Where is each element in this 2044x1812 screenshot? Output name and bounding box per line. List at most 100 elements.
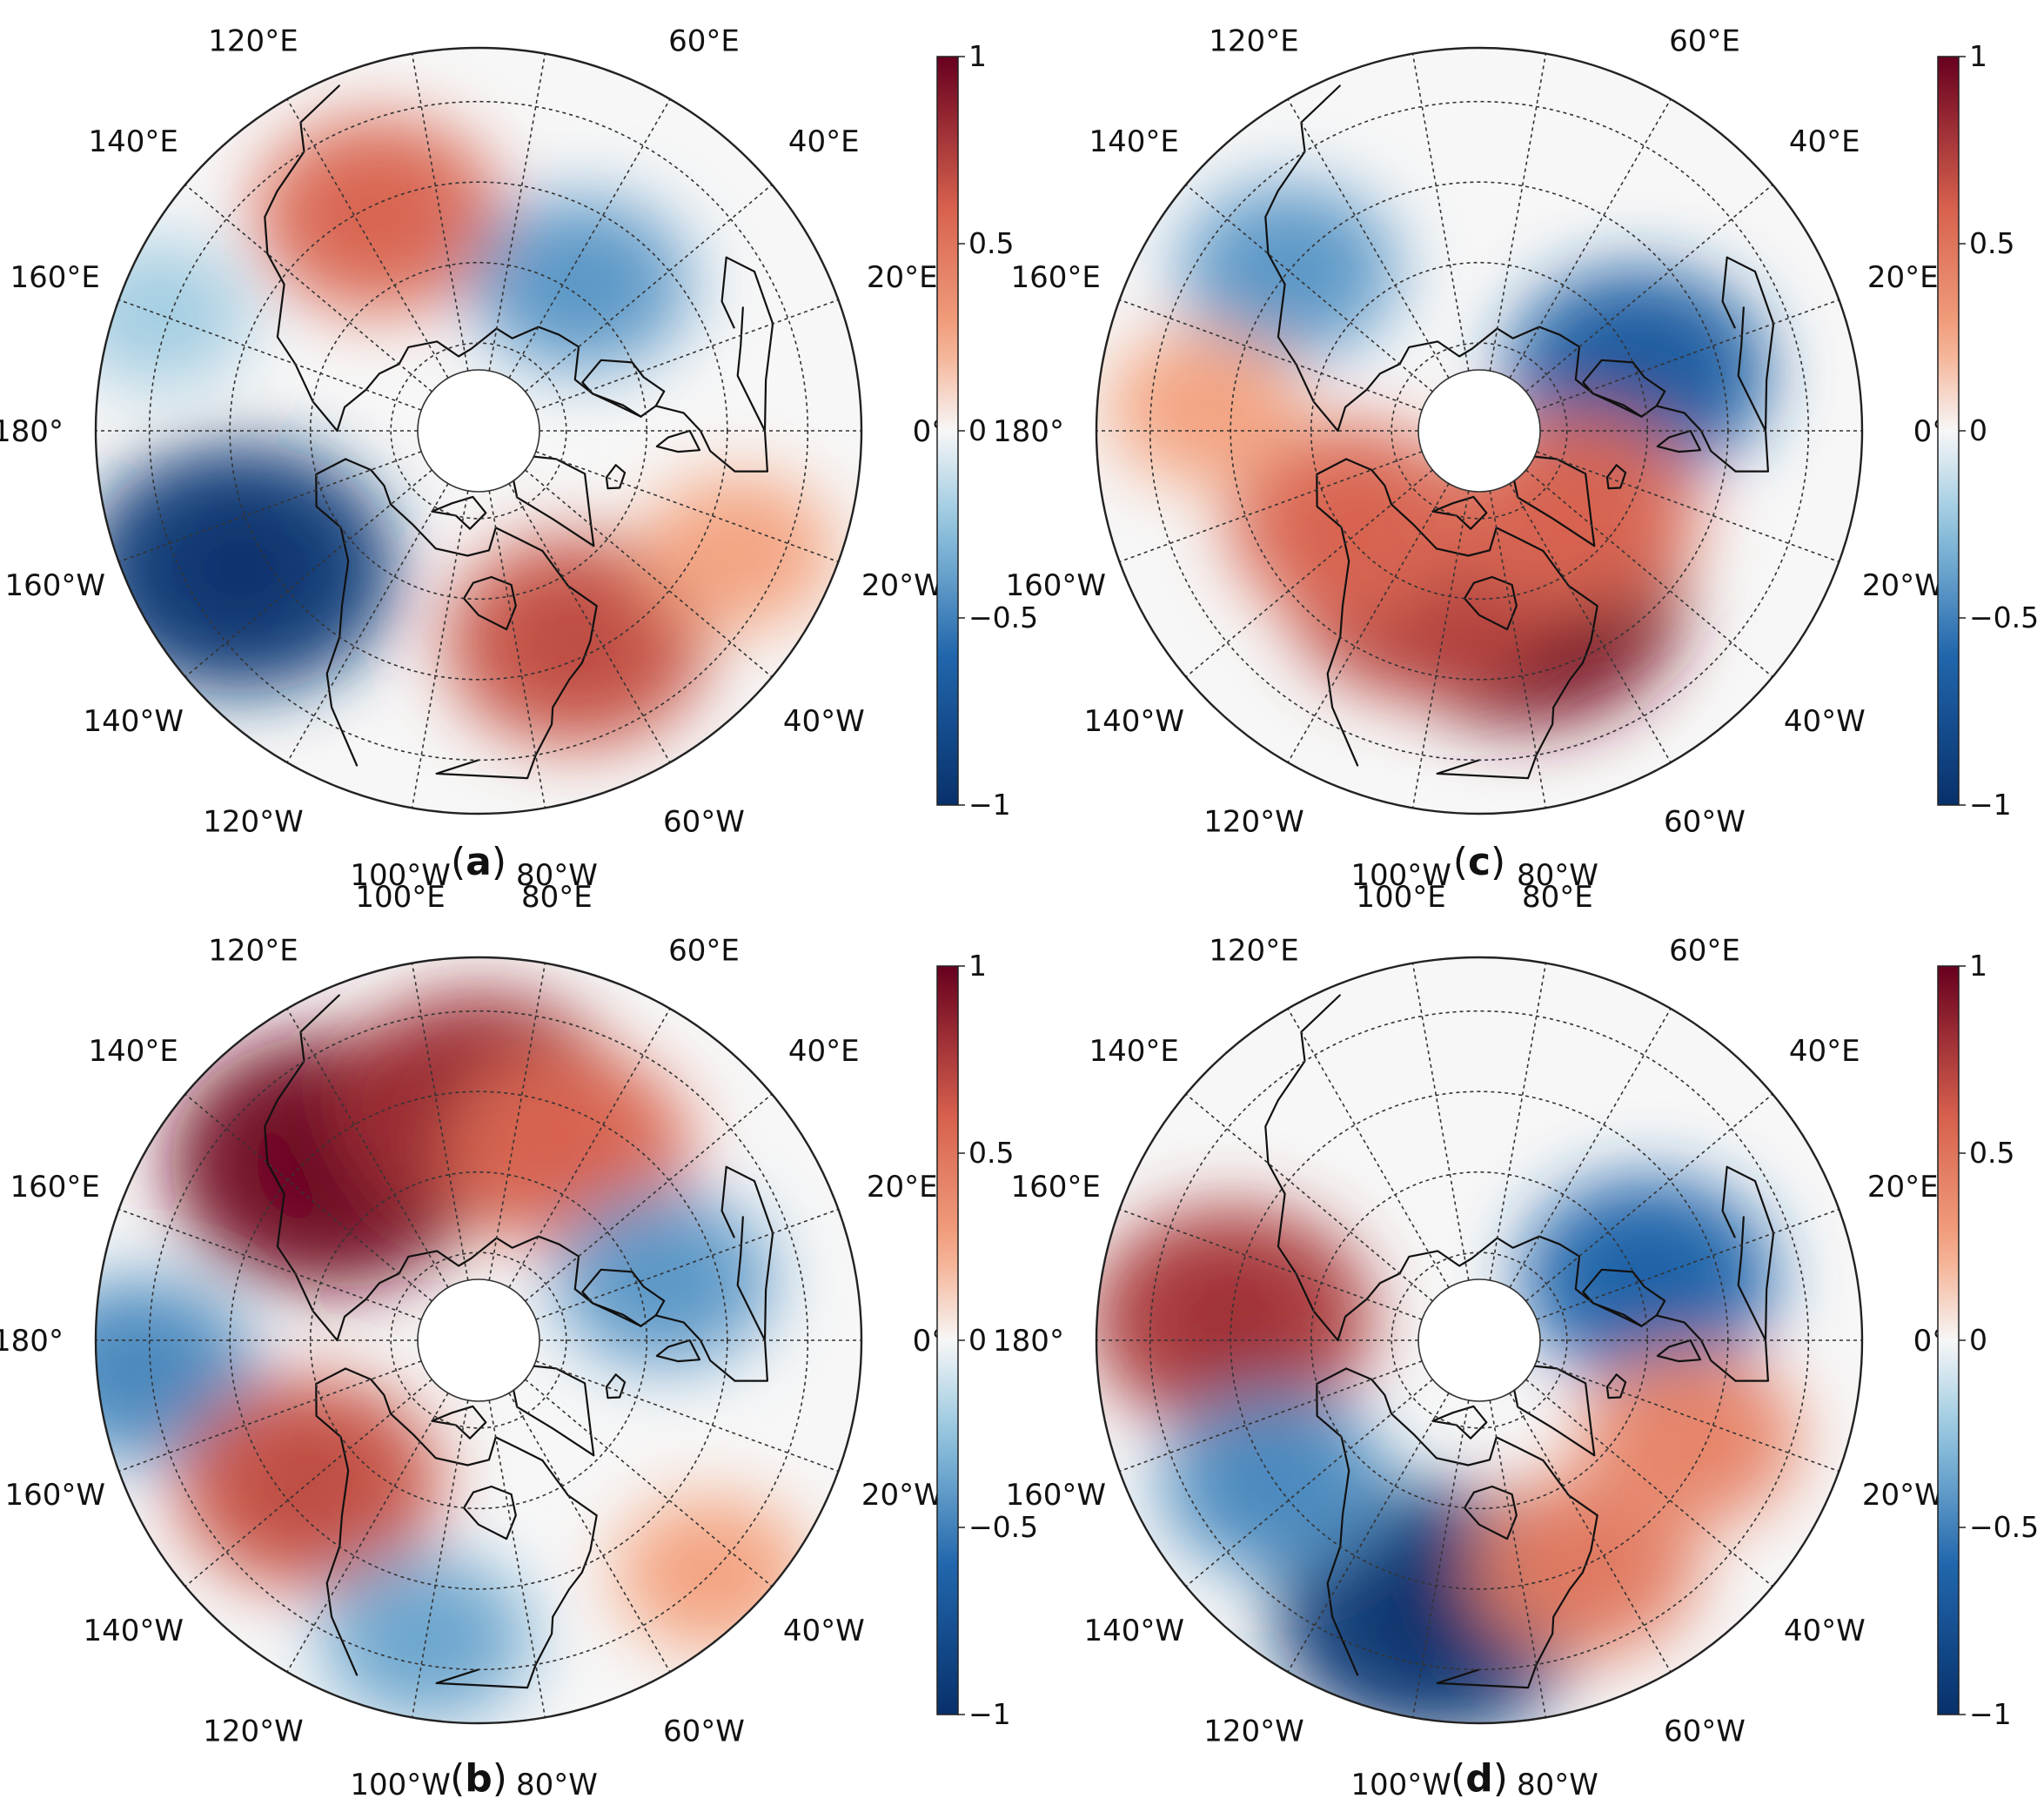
anomaly-core-north-atlantic-weak-positive <box>691 513 786 591</box>
meridian <box>184 1379 432 1587</box>
coastline-east-asia-coast <box>264 994 340 1342</box>
lon-label-160E: 160°E <box>10 1170 100 1205</box>
coastline-europe-west-coast <box>1640 306 1769 473</box>
lon-label-40W: 40°W <box>1784 1614 1866 1648</box>
graticule <box>96 53 861 809</box>
lon-label-60E: 60°E <box>668 933 740 968</box>
meridian <box>411 53 469 372</box>
meridian <box>1525 469 1773 678</box>
meridian <box>411 1399 469 1718</box>
lon-label-40W: 40°W <box>1784 704 1866 739</box>
meridian <box>1536 299 1840 411</box>
longitude-labels: 100°E 80°E 120°E 60°E 140°E 40°E 160°E 20°E 180°… <box>993 880 1947 1802</box>
lon-label-100W: 100°W <box>350 858 451 893</box>
map-rim <box>94 956 863 1725</box>
map-rim <box>1095 956 1864 1725</box>
coastline-scandinavia <box>581 359 666 418</box>
coastline-british-isles <box>1656 1339 1702 1363</box>
panel-a: 100°E80°E120°E60°E140°E40°E160°E20°E180°… <box>0 0 1038 893</box>
colorbar-b: 1 0.5 0 −0.5 −1 <box>936 949 1038 1731</box>
colorbar-bar <box>936 56 959 806</box>
meridian <box>1411 53 1470 372</box>
lon-label-80W: 80°W <box>516 1768 598 1802</box>
lon-label-180: 180° <box>0 414 64 449</box>
meridian <box>1536 451 1840 563</box>
lon-label-60E: 60°E <box>1669 23 1740 58</box>
meridian <box>535 451 839 563</box>
lon-label-140W: 140°W <box>83 1614 184 1648</box>
colorbar-tick-label: −1 <box>968 1697 1011 1731</box>
meridian <box>1536 1360 1840 1473</box>
lon-label-160E: 160°E <box>10 260 100 295</box>
meridian <box>508 98 671 379</box>
meridian <box>1119 299 1423 411</box>
lon-label-180: 180° <box>993 414 1064 449</box>
meridian <box>488 963 546 1281</box>
lon-label-40E: 40°E <box>788 124 860 159</box>
coastline-iceland <box>605 464 627 490</box>
coastline-mediterranean <box>1721 1165 1775 1342</box>
anomaly-core-north-america-negative <box>374 1595 478 1681</box>
lon-label-160W: 160°W <box>4 568 105 603</box>
lon-label-80E: 80°E <box>1522 880 1593 915</box>
coastline-mediterranean <box>720 256 774 433</box>
coastline-iceland <box>1605 464 1627 490</box>
lon-label-20E: 20°E <box>867 260 938 295</box>
lon-label-80E: 80°E <box>521 0 593 5</box>
lon-label-180: 180° <box>0 1324 64 1359</box>
lon-label-40E: 40°E <box>788 1034 860 1069</box>
parallel-45 <box>229 181 728 681</box>
coastline-eurasia-north-coast <box>336 1235 642 1342</box>
coastline-europe-west-coast <box>1640 1216 1769 1382</box>
colorbar-tick-label: 0.5 <box>968 226 1014 260</box>
lon-label-100E: 100°E <box>1356 880 1445 915</box>
graticule <box>96 963 861 1718</box>
meridian <box>1185 1379 1433 1587</box>
lon-label-60W: 60°W <box>663 805 745 840</box>
meridian <box>286 98 449 379</box>
meridian <box>1525 184 1773 393</box>
meridian <box>1287 1008 1450 1288</box>
lon-label-160E: 160°E <box>1011 260 1101 295</box>
colorbar-tick-label: 0.5 <box>1969 1136 2014 1170</box>
meridian <box>488 1399 546 1718</box>
anomaly-core-siberia-negative <box>527 239 635 329</box>
meridian <box>1185 469 1433 678</box>
colorbar-bar <box>936 965 959 1715</box>
meridian <box>1525 1093 1773 1302</box>
colorbar-tick-label: 0.5 <box>968 1136 1014 1170</box>
parallel-75 <box>1391 342 1568 520</box>
meridian <box>488 53 546 372</box>
colorbar-tick-label: 1 <box>1969 949 1987 983</box>
anomaly-core-europe-negative <box>1585 1227 1710 1331</box>
lon-label-140E: 140°E <box>1089 1034 1179 1069</box>
lon-label-100W: 100°W <box>1350 1768 1451 1802</box>
lon-label-100E: 100°E <box>1356 0 1445 5</box>
lon-label-180: 180° <box>993 1324 1064 1359</box>
meridian <box>118 1360 422 1473</box>
coastline-north-america-north-coast <box>1345 458 1545 557</box>
meridian <box>1287 483 1450 763</box>
colorbar-bar <box>1937 965 1960 1715</box>
pole-hole <box>417 369 540 493</box>
coastline-hudson-bay <box>463 1485 517 1540</box>
lon-label-140E: 140°E <box>89 1034 178 1069</box>
colorbar-tick-label: 0 <box>968 413 987 447</box>
coastline-north-america-north-coast <box>1345 1367 1545 1466</box>
coastline-iceland <box>605 1373 627 1399</box>
lon-label-20E: 20°E <box>1867 260 1939 295</box>
lon-label-80E: 80°E <box>1522 0 1593 5</box>
lon-label-140E: 140°E <box>1089 124 1179 159</box>
colorbar-tick-label: 0 <box>1969 413 1987 447</box>
meridian <box>488 490 546 809</box>
colorbar-tick-label: −0.5 <box>1969 601 2039 634</box>
colorbar-d: 1 0.5 0 −0.5 −1 <box>1937 949 2039 1731</box>
lon-label-20E: 20°E <box>867 1170 938 1205</box>
anomaly-core-north-atlantic-positive <box>1637 1394 1744 1483</box>
map-rim <box>94 46 863 815</box>
panel-label-c: (c) <box>1453 840 1505 884</box>
lon-label-20E: 20°E <box>1867 1170 1939 1205</box>
coastline-east-asia-coast <box>1264 994 1341 1342</box>
panel-label-a: (a) <box>451 840 506 884</box>
